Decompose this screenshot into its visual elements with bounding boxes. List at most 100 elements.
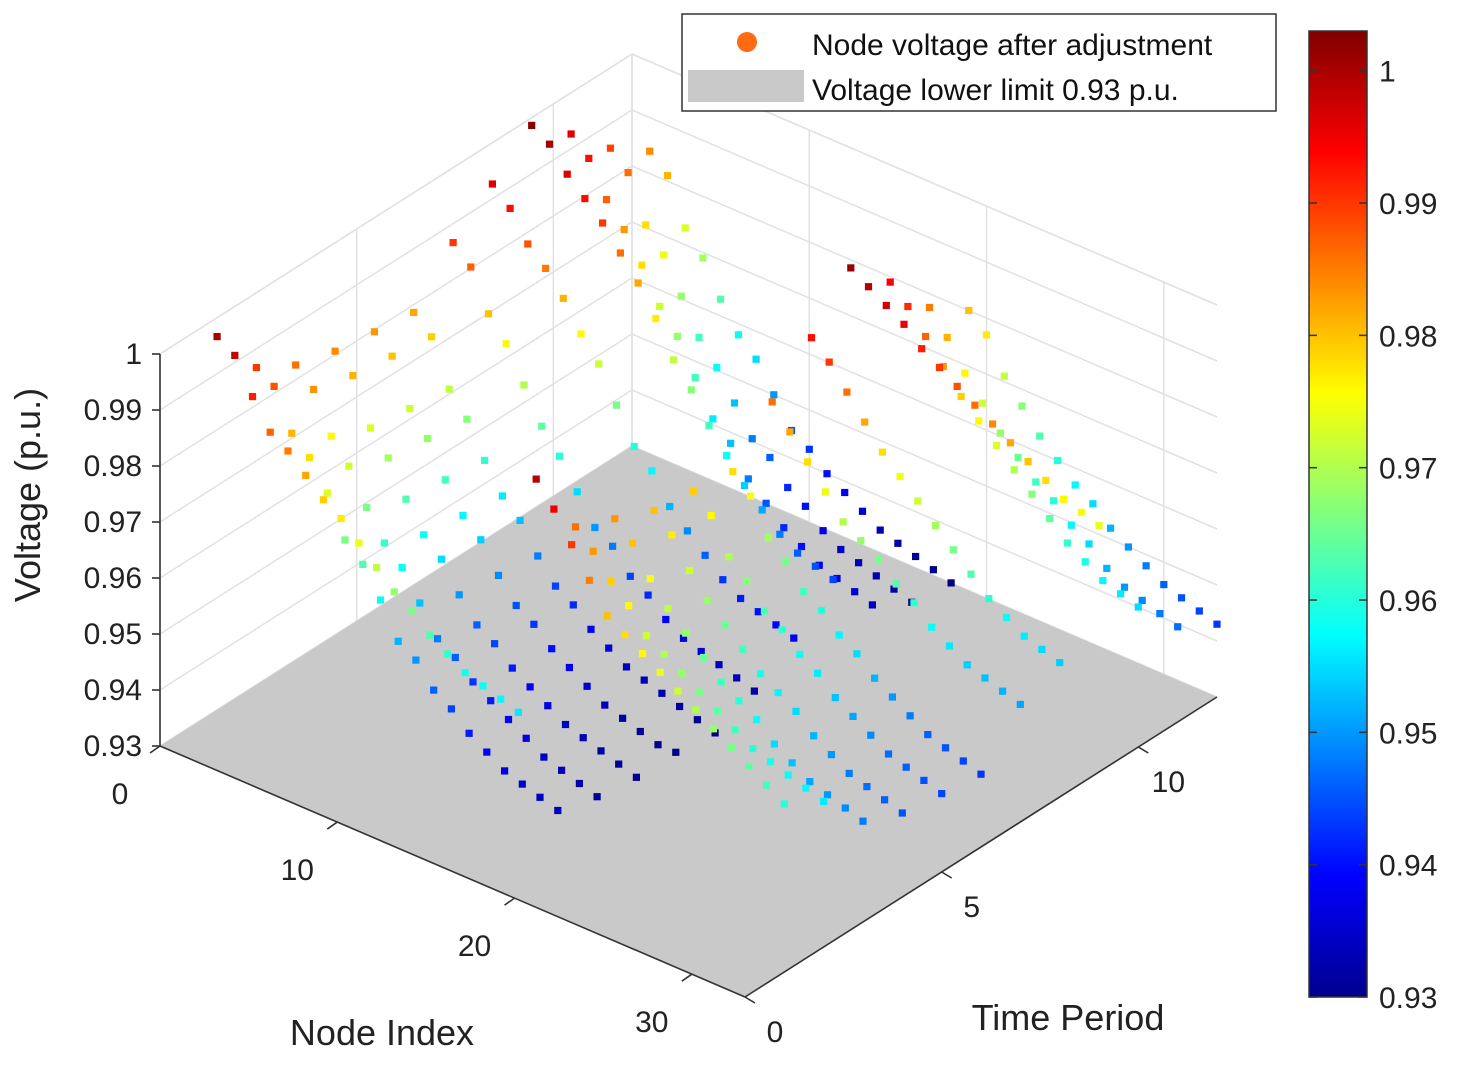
data-point: [481, 456, 489, 464]
data-point: [1036, 432, 1044, 440]
data-point: [801, 502, 809, 510]
data-point: [662, 615, 670, 624]
data-point: [967, 570, 975, 578]
data-point: [925, 303, 934, 312]
y-tick-label: 0: [767, 1016, 784, 1049]
data-point: [943, 333, 951, 342]
data-point: [638, 650, 647, 658]
grid-line: [159, 165, 633, 467]
data-point: [1032, 478, 1040, 486]
data-point: [612, 401, 621, 409]
data-point: [437, 555, 445, 563]
data-point: [1134, 603, 1142, 611]
data-point: [851, 588, 859, 596]
data-point: [497, 695, 505, 703]
data-point: [518, 780, 526, 788]
data-point: [672, 748, 680, 756]
data-point: [656, 302, 664, 310]
data-point: [390, 588, 398, 596]
data-point: [528, 121, 536, 129]
data-point: [601, 701, 609, 709]
data-point: [1000, 372, 1008, 380]
data-point: [1089, 500, 1097, 508]
data-point: [660, 251, 668, 259]
data-point: [857, 537, 865, 545]
data-point: [924, 731, 932, 739]
data-point: [681, 224, 689, 232]
data-point: [935, 363, 944, 372]
data-point: [416, 599, 424, 607]
data-point: [719, 576, 727, 584]
data-point: [975, 417, 983, 425]
data-point: [370, 328, 378, 336]
data-point: [776, 530, 784, 538]
x-tick-label: 0: [112, 778, 129, 811]
data-point: [792, 707, 800, 715]
data-point: [569, 601, 577, 609]
colorbar-gradient: [1308, 30, 1368, 998]
data-point: [355, 539, 363, 547]
data-point: [467, 263, 475, 271]
data-point: [676, 702, 684, 711]
data-point: [508, 664, 516, 672]
data-point: [745, 762, 753, 770]
data-point: [563, 170, 571, 178]
data-point: [902, 763, 910, 771]
data-point: [550, 505, 558, 513]
data-point: [424, 435, 432, 443]
data-point: [1107, 524, 1115, 532]
colorbar-tick-label: 1: [1379, 56, 1396, 89]
colorbar-ticks: 0.93 0.94 0.95 0.96 0.97 0.98 0.99 1: [1309, 56, 1437, 1015]
data-point: [1099, 577, 1107, 585]
data-point: [820, 797, 828, 805]
data-point: [567, 130, 575, 138]
data-point: [451, 653, 459, 662]
data-point: [591, 523, 599, 532]
colorbar-tick-label: 0.99: [1379, 188, 1437, 221]
data-point: [522, 734, 530, 742]
data-point: [622, 663, 631, 671]
data-point: [292, 361, 300, 369]
x-axis-line: [159, 745, 746, 998]
data-point: [713, 707, 721, 715]
data-point: [1156, 610, 1164, 618]
data-point: [327, 432, 335, 440]
data-point: [619, 714, 627, 722]
data-point: [638, 261, 646, 269]
data-point: [829, 575, 837, 584]
data-point: [744, 475, 752, 483]
data-point: [231, 351, 239, 359]
data-point: [731, 726, 739, 734]
y-tick-mark: [941, 871, 953, 879]
data-point: [1213, 620, 1221, 628]
data-point: [284, 447, 292, 455]
data-point: [388, 352, 396, 360]
data-point: [762, 499, 770, 507]
data-point: [669, 356, 678, 364]
legend-marker-points: [737, 32, 757, 52]
data-point: [686, 566, 694, 575]
data-point: [878, 448, 886, 456]
data-point: [965, 306, 973, 315]
z-tick-label: 0.98: [84, 450, 142, 483]
data-point: [806, 778, 814, 786]
data-point: [682, 629, 690, 637]
data-point: [790, 634, 798, 642]
colorbar-tick-label: 0.98: [1379, 320, 1437, 353]
data-point: [640, 676, 648, 684]
data-point: [459, 511, 467, 519]
data-point: [1046, 515, 1054, 523]
data-point: [270, 382, 278, 390]
data-point: [1028, 490, 1036, 498]
data-point: [692, 706, 700, 714]
data-point: [733, 674, 741, 682]
data-point: [430, 686, 438, 694]
data-point: [609, 542, 617, 550]
data-point: [981, 674, 989, 682]
data-point: [376, 596, 385, 604]
data-point: [766, 453, 774, 462]
data-point: [433, 635, 442, 643]
data-point: [703, 596, 711, 605]
data-point: [488, 180, 496, 188]
data-point: [815, 561, 823, 569]
